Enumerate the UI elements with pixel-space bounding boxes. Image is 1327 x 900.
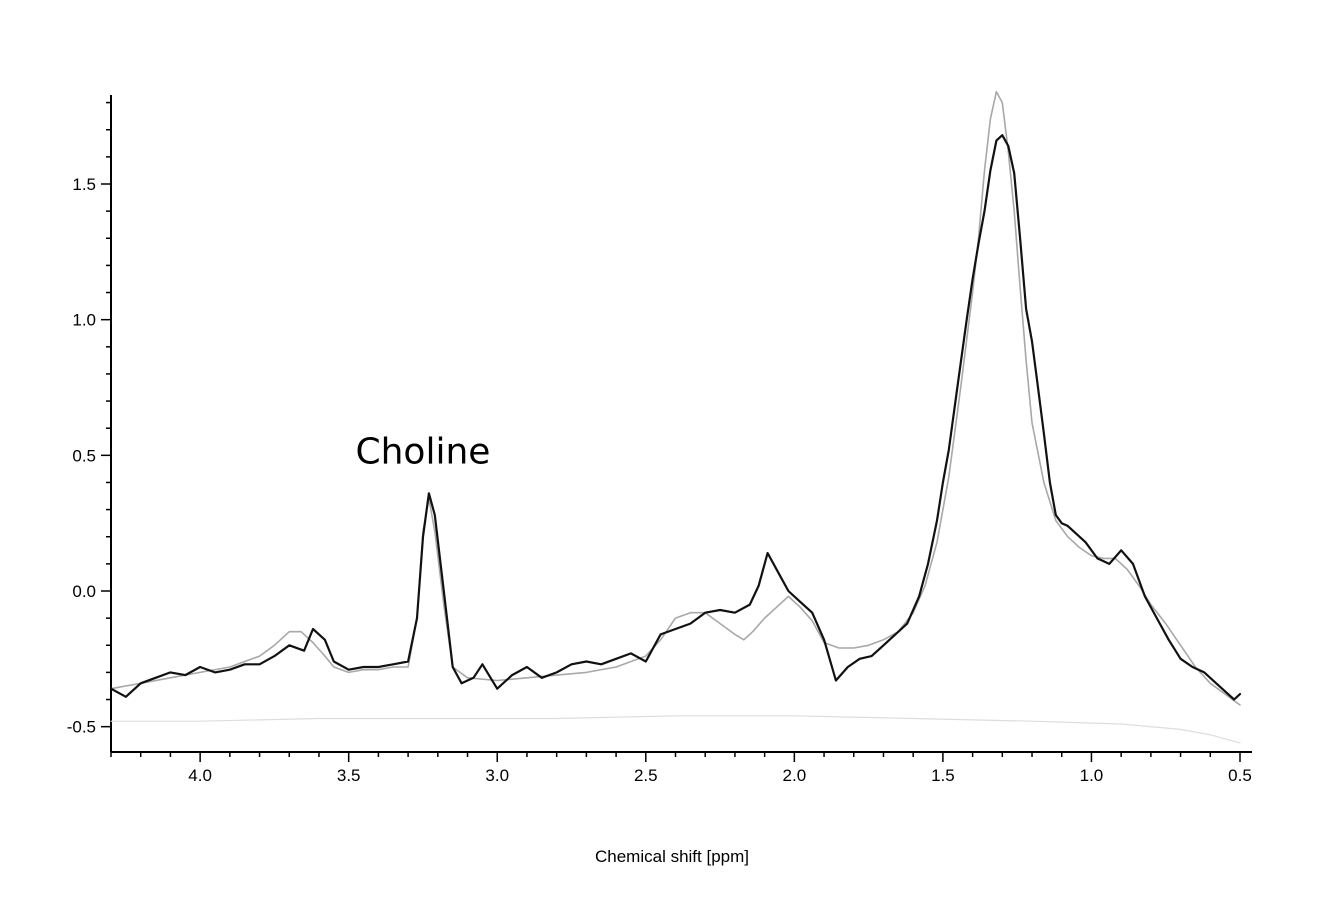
- y-tick-label: -0.5: [67, 718, 96, 737]
- measured-spectrum-line: [109, 134, 1242, 701]
- y-tick-label: 1.0: [72, 311, 96, 330]
- x-tick-label: 2.5: [634, 766, 658, 785]
- fitted-spectrum-line: [110, 90, 1241, 706]
- y-tick-label: 0.0: [72, 582, 96, 601]
- x-axis-ticks: 4.0 3.5 3.0 2.5 2.0 1.5 1.0 0.5: [110, 752, 1252, 785]
- x-tick-label: 1.0: [1080, 766, 1104, 785]
- x-tick-label: 1.5: [931, 766, 955, 785]
- x-tick-label: 3.0: [485, 766, 509, 785]
- baseline-line: [110, 715, 1241, 744]
- choline-annotation: Choline: [355, 431, 490, 472]
- x-tick-label: 3.5: [337, 766, 361, 785]
- x-axis-title: Chemical shift [ppm]: [595, 847, 749, 866]
- x-tick-label: 0.5: [1228, 766, 1252, 785]
- y-tick-label: 0.5: [72, 446, 96, 465]
- y-axis-ticks: 1.5 1.0 0.5 0.0 -0.5: [67, 101, 111, 737]
- spectrum-series: [109, 90, 1242, 744]
- x-tick-label: 4.0: [188, 766, 212, 785]
- y-tick-label: 1.5: [72, 175, 96, 194]
- x-tick-label: 2.0: [783, 766, 807, 785]
